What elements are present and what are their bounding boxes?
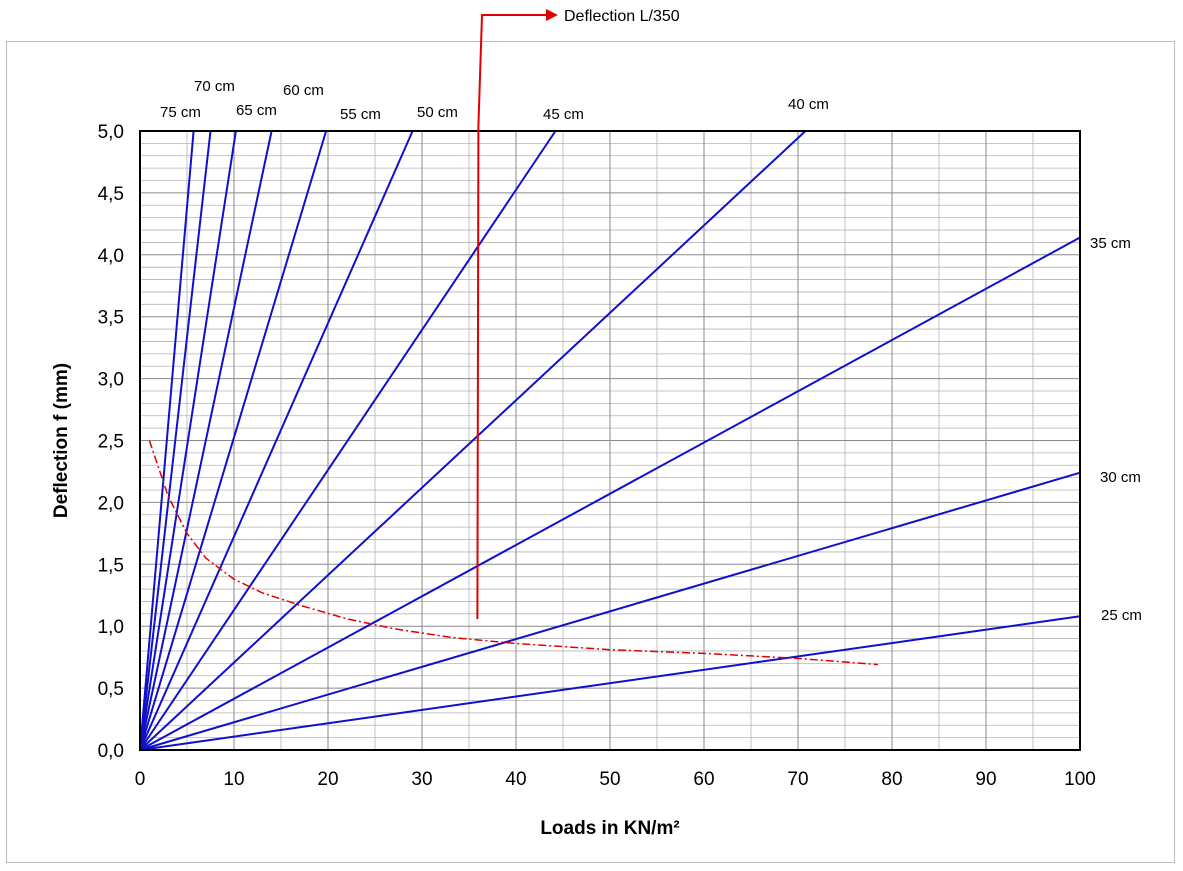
y-tick-label: 5,0 — [98, 122, 124, 143]
series-line-50-cm — [139, 130, 414, 751]
series-label-25-cm: 25 cm — [1101, 607, 1142, 624]
y-tick-label: 1,5 — [98, 555, 124, 576]
y-tick-label: 0,0 — [98, 741, 124, 762]
y-tick-label: 2,5 — [98, 432, 124, 453]
x-tick-label: 60 — [693, 769, 714, 790]
y-tick-label: 4,5 — [98, 184, 124, 205]
series-line-55-cm — [139, 130, 328, 751]
x-tick-label: 30 — [411, 769, 432, 790]
series-line-35-cm — [139, 236, 1081, 751]
x-tick-label: 50 — [599, 769, 620, 790]
annotation-arrow-line — [476, 14, 547, 620]
annotation-arrow-head — [546, 9, 558, 21]
x-tick-label: 70 — [787, 769, 808, 790]
annotation-label: Deflection L/350 — [564, 8, 680, 25]
series-line-65-cm — [139, 130, 237, 751]
x-tick-label: 0 — [135, 769, 146, 790]
series-line-25-cm — [139, 615, 1081, 751]
x-tick-label: 100 — [1064, 769, 1096, 790]
y-tick-label: 3,0 — [98, 370, 124, 391]
series-label-50-cm: 50 cm — [417, 104, 458, 121]
series-label-60-cm: 60 cm — [283, 82, 324, 99]
series-label-35-cm: 35 cm — [1090, 235, 1131, 252]
series-label-75-cm: 75 cm — [160, 104, 201, 121]
y-tick-label: 3,5 — [98, 308, 124, 329]
y-tick-label: 4,0 — [98, 246, 124, 267]
series-label-30-cm: 30 cm — [1100, 469, 1141, 486]
y-axis-ticks: 0,0 0,5 1,0 1,5 2,0 2,5 3,0 3,5 4,0 4,5 5,0 — [98, 122, 124, 762]
deflection-limit-annotation: Deflection L/350 — [476, 8, 680, 620]
series-line-45-cm — [139, 130, 557, 751]
series-line-40-cm — [139, 130, 807, 751]
chart-frame — [6, 41, 1175, 863]
x-tick-label: 90 — [975, 769, 996, 790]
series-lines — [139, 130, 1081, 751]
y-axis-title: Deflection f (mm) — [51, 363, 72, 518]
x-axis-title: Loads in KN/m² — [540, 818, 679, 839]
series-label-40-cm: 40 cm — [788, 96, 829, 113]
x-axis-ticks: 0 10 20 30 40 50 60 70 80 90 100 — [135, 769, 1096, 790]
y-tick-label: 2,0 — [98, 493, 124, 514]
y-tick-label: 0,5 — [98, 679, 124, 700]
series-label-65-cm: 65 cm — [236, 102, 277, 119]
limit-curve-line — [148, 440, 878, 666]
x-tick-label: 40 — [505, 769, 526, 790]
series-line-75-cm — [139, 130, 195, 751]
x-tick-label: 80 — [881, 769, 902, 790]
series-line-60-cm — [139, 130, 273, 751]
series-label-45-cm: 45 cm — [543, 106, 584, 123]
limit-curve — [148, 440, 878, 666]
series-line-70-cm — [139, 130, 212, 751]
series-labels: 25 cm 30 cm 35 cm 40 cm 45 cm 50 cm 55 cm 60 cm… — [160, 78, 1142, 624]
x-tick-label: 10 — [223, 769, 244, 790]
series-label-70-cm: 70 cm — [194, 78, 235, 95]
plot-area-border — [139, 130, 1081, 751]
series-line-30-cm — [139, 471, 1081, 751]
x-tick-label: 20 — [317, 769, 338, 790]
y-tick-label: 1,0 — [98, 617, 124, 638]
series-label-55-cm: 55 cm — [340, 106, 381, 123]
